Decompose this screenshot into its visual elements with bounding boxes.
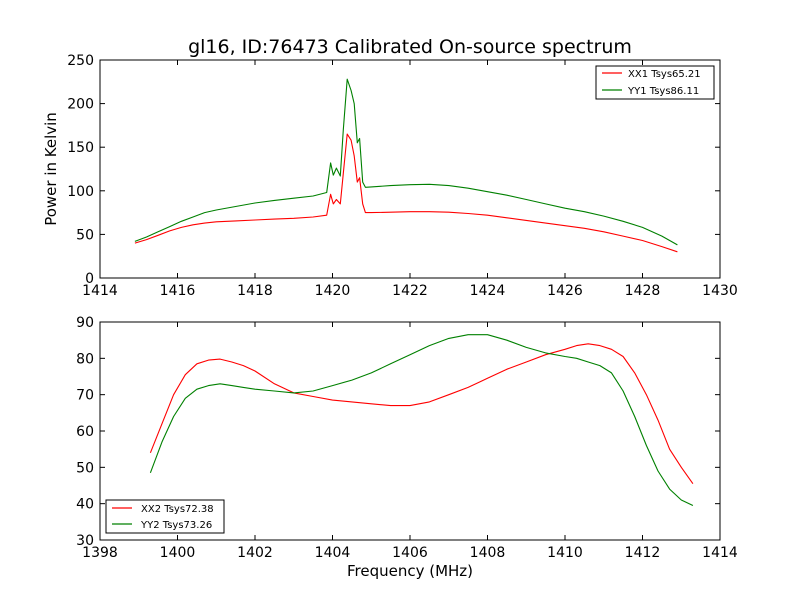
bottom-x-tick-label: 1404 [315,545,351,561]
bottom-x-tick-label: 1408 [470,545,506,561]
top-legend-box [595,65,715,100]
top-y-tick-label: 0 [85,271,94,287]
chart-title: gl16, ID:76473 Calibrated On-source spec… [188,36,632,58]
bottom-x-tick-label: 1412 [625,545,661,561]
bottom-y-tick-label: 70 [76,388,94,404]
top-y-tick-label: 250 [67,53,94,69]
bottom-x-tick-label: 1406 [392,545,428,561]
bottom-legend: XX2 Tsys72.38 YY2 Tsys73.26 [105,499,225,534]
bottom-series-group [149,334,694,506]
top-y-tick-label: 50 [76,227,94,243]
top-y-tick-label: 200 [67,97,94,113]
bottom-x-tick-label: 1410 [547,545,583,561]
bottom-spectrum-panel: 1398 1400 1402 1404 1406 1408 1410 1412 1414 30 40… [76,315,738,580]
top-series-group [134,78,678,253]
x-axis-label: Frequency (MHz) [347,562,473,580]
top-spectrum-panel: 1414 1416 1418 1420 1422 1424 1426 1428 1430 0 50 1… [42,53,738,299]
bottom-ticks-group: 1398 1400 1402 1404 1406 1408 1410 1412 1414 30 40… [76,315,738,561]
top-series-line-2 [134,78,678,246]
top-series-line-1 [134,133,678,253]
bottom-legend-box [105,499,225,534]
top-x-tick-label: 1422 [392,283,428,299]
bottom-series-line-1 [149,343,694,485]
top-legend: XX1 Tsys65.21 YY1 Tsys86.11 [595,65,715,100]
top-x-tick-label: 1430 [702,283,738,299]
bottom-y-tick-label: 90 [76,315,94,331]
top-x-tick-label: 1420 [315,283,351,299]
top-y-tick-label: 100 [67,184,94,200]
legend-label-xx2: XX2 Tsys72.38 [141,504,214,515]
bottom-y-tick-label: 80 [76,351,94,367]
bottom-y-tick-label: 60 [76,424,94,440]
legend-label-yy1: YY1 Tsys86.11 [627,86,699,97]
bottom-x-tick-label: 1402 [237,545,273,561]
top-x-tick-label: 1416 [160,283,196,299]
top-x-tick-label: 1414 [82,283,118,299]
top-x-tick-label: 1418 [237,283,273,299]
bottom-x-tick-label: 1400 [160,545,196,561]
bottom-y-tick-label: 50 [76,460,94,476]
top-x-tick-label: 1428 [625,283,661,299]
legend-label-yy2: YY2 Tsys73.26 [140,520,212,531]
bottom-y-tick-label: 30 [76,533,94,549]
top-x-tick-label: 1424 [470,283,506,299]
top-y-axis-label: Power in Kelvin [42,112,60,226]
top-x-tick-label: 1426 [547,283,583,299]
top-y-tick-label: 150 [67,140,94,156]
bottom-series-line-2 [149,334,694,506]
bottom-x-tick-label: 1398 [82,545,118,561]
bottom-x-tick-label: 1414 [702,545,738,561]
bottom-y-tick-label: 40 [76,497,94,513]
top-ticks-group: 1414 1416 1418 1420 1422 1424 1426 1428 1430 0 50 1… [67,53,738,299]
legend-label-xx1: XX1 Tsys65.21 [628,69,701,80]
